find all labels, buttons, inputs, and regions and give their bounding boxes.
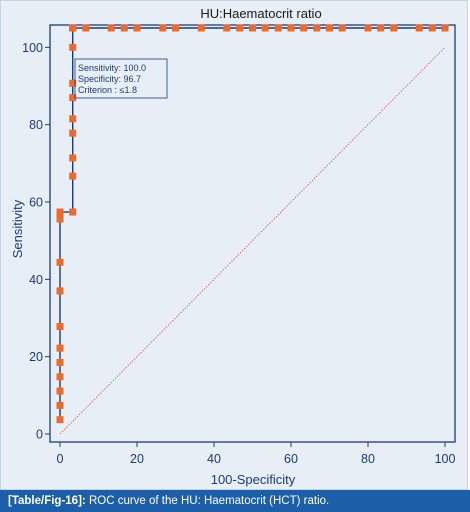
- roc-point-marker: [56, 416, 64, 424]
- roc-point-marker: [56, 373, 64, 381]
- x-tick-label: 100: [435, 452, 456, 466]
- reference-diagonal: [59, 47, 446, 435]
- roc-point-marker: [338, 24, 346, 32]
- roc-point-marker: [172, 24, 179, 32]
- roc-point-marker: [69, 129, 77, 137]
- annotation-frame: [74, 58, 168, 99]
- roc-point-marker: [133, 24, 141, 32]
- y-tick-label: 60: [29, 196, 43, 210]
- x-tick-label: 0: [57, 452, 64, 466]
- roc-point-marker: [120, 24, 128, 32]
- roc-point-marker: [428, 24, 436, 32]
- roc-point-marker: [69, 115, 77, 123]
- roc-point-marker: [69, 154, 77, 162]
- roc-point-marker: [274, 24, 282, 32]
- roc-point-marker: [415, 24, 423, 32]
- roc-point-marker: [56, 323, 64, 331]
- caption-text: ROC curve of the HU: Haematocrit (HCT) r…: [88, 495, 330, 507]
- roc-point-marker: [236, 24, 244, 32]
- y-tick-label: 0: [36, 428, 43, 442]
- x-tick-label: 60: [284, 452, 298, 466]
- y-tick-label: 80: [29, 118, 43, 132]
- roc-chart: HU:Haematocrit ratio 0 20 40 60 80 100 0 20 40 60…: [10, 6, 456, 487]
- y-tick-label: 100: [22, 41, 43, 55]
- axis-layer: 0 20 40 60 80 100 0 20 40 60 80 100: [22, 41, 455, 466]
- roc-point-marker: [56, 208, 64, 216]
- roc-point-marker: [249, 24, 256, 32]
- x-axis-label: 100-Specificity: [211, 472, 296, 487]
- roc-point-marker: [69, 43, 77, 51]
- roc-point-marker: [56, 215, 64, 223]
- x-tick-label: 80: [361, 452, 375, 466]
- roc-point-marker: [82, 24, 90, 32]
- roc-point-marker: [56, 401, 64, 409]
- roc-point-marker: [300, 24, 308, 32]
- roc-point-marker: [69, 79, 77, 87]
- roc-point-marker: [56, 358, 64, 366]
- roc-point-marker: [69, 208, 77, 216]
- figure-caption: [Table/Fig-16]: ROC curve of the HU: Hae…: [0, 490, 470, 512]
- marker-layer: [56, 24, 449, 424]
- roc-point-marker: [326, 24, 333, 32]
- y-tick-label: 40: [29, 273, 43, 287]
- roc-point-marker: [364, 24, 372, 32]
- roc-point-marker: [197, 24, 205, 32]
- reference-line-layer: [59, 47, 446, 435]
- roc-point-marker: [56, 344, 64, 352]
- annotation-criterion: Criterion : ≤1.8: [78, 85, 137, 95]
- annotation-specificity: Specificity: 96.7: [78, 74, 141, 84]
- roc-point-marker: [287, 24, 295, 32]
- roc-point-marker: [69, 94, 77, 102]
- y-axis-label: Sensitivity: [10, 199, 25, 258]
- roc-point-marker: [56, 287, 64, 295]
- figure-panel: HU:Haematocrit ratio 0 20 40 60 80 100 0 20 40 60…: [0, 0, 468, 490]
- roc-point-marker: [441, 24, 449, 32]
- roc-point-marker: [223, 24, 231, 32]
- roc-point-marker: [69, 172, 77, 180]
- roc-point-marker: [313, 24, 321, 32]
- roc-point-marker: [390, 24, 398, 32]
- roc-point-marker: [107, 24, 115, 32]
- chart-title: HU:Haematocrit ratio: [200, 6, 321, 21]
- roc-point-marker: [56, 258, 64, 266]
- roc-point-marker: [56, 387, 64, 395]
- roc-point-marker: [261, 24, 269, 32]
- x-tick-label: 20: [130, 452, 144, 466]
- caption-label: [Table/Fig-16]:: [8, 495, 86, 507]
- annotation-sensitivity: Sensitivity: 100.0: [78, 63, 146, 73]
- criterion-annotation: Sensitivity: 100.0 Specificity: 96.7 Cri…: [74, 58, 168, 99]
- roc-point-marker: [377, 24, 385, 32]
- roc-point-marker: [69, 24, 77, 32]
- x-tick-label: 40: [207, 452, 221, 466]
- y-tick-label: 20: [29, 350, 43, 364]
- roc-point-marker: [159, 24, 167, 32]
